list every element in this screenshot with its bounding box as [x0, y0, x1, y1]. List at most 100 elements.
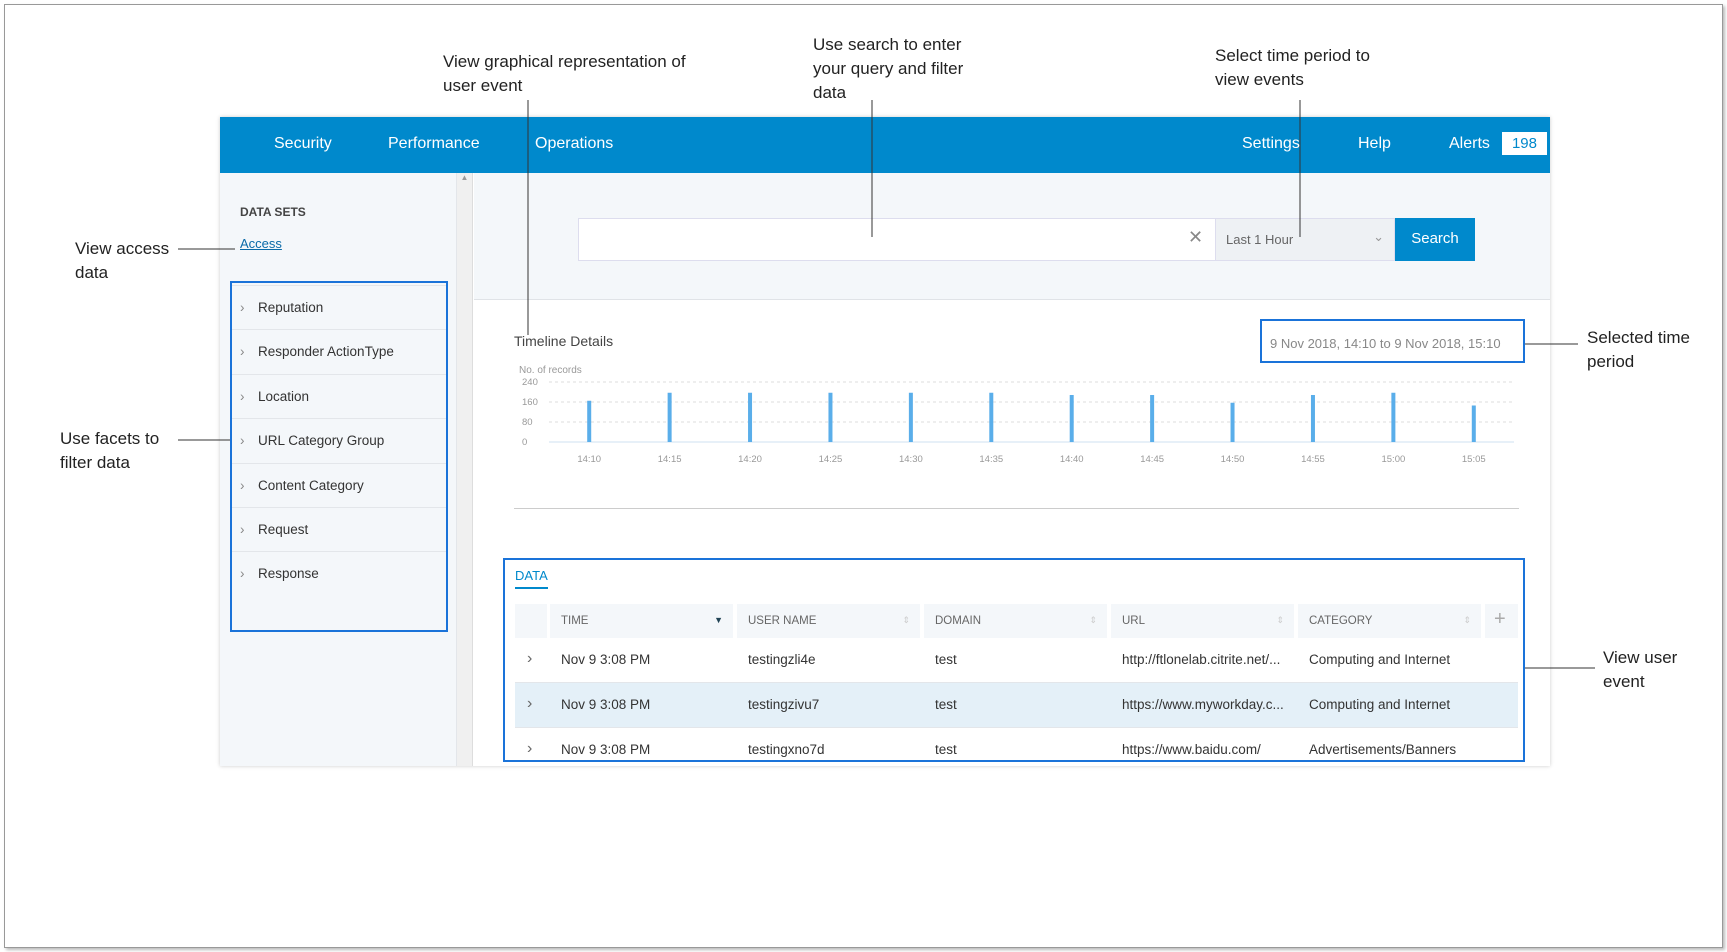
time-period-value: Last 1 Hour [1226, 232, 1294, 247]
column-header[interactable]: TIME ▼ [550, 604, 733, 638]
facet-label: Reputation [258, 300, 324, 315]
access-link[interactable]: Access [240, 236, 282, 251]
facet-label: Responder ActionType [258, 344, 394, 360]
y-tick-label: 0 [522, 437, 527, 448]
nav-security[interactable]: Security [274, 135, 332, 152]
app-window: Security Performance Operations Settings… [220, 117, 1550, 766]
x-tick-label: 14:10 [577, 454, 601, 465]
table-cell: test [935, 742, 957, 757]
annotation-facets: Use facets to filter data [60, 429, 160, 472]
sidebar: DATA SETS Access › Reputation › Responder A… [220, 173, 457, 766]
bar[interactable] [1069, 395, 1074, 442]
expand-col-header [515, 604, 547, 638]
y-axis-label: No. of records [519, 365, 582, 376]
sort-desc-icon[interactable]: ▼ [714, 615, 723, 625]
facet-label: Request [258, 522, 309, 537]
facet-label: Content Category [258, 477, 364, 493]
expand-row-icon[interactable]: › [527, 650, 533, 667]
chevron-right-icon: › [240, 344, 245, 360]
annotation-event: View user event [1603, 648, 1678, 691]
timeline-chart: No. of records 0 80 160 240 14:10 14:15 14:20 14… [519, 365, 1514, 465]
table-cell: Nov 9 3:08 PM [561, 697, 651, 712]
top-nav: Security Performance Operations Settings… [220, 117, 1550, 173]
column-header[interactable]: USER NAME ⇕ [737, 604, 920, 638]
facet-item[interactable]: › Content Category [230, 462, 447, 507]
x-tick-label: 14:40 [1060, 454, 1084, 465]
x-tick-label: 14:20 [738, 454, 762, 465]
bar[interactable] [1310, 395, 1315, 442]
sort-icon[interactable]: ⇕ [1089, 615, 1097, 625]
highlight-facets [230, 281, 448, 632]
facet-item[interactable]: › Response [230, 551, 447, 595]
search-button[interactable]: Search [1395, 218, 1475, 261]
bar[interactable] [587, 400, 592, 442]
scroll-up-icon[interactable]: ▲ [460, 173, 469, 182]
column-label: TIME [561, 615, 589, 627]
x-tick-label: 14:35 [979, 454, 1003, 465]
column-header[interactable]: URL ⇕ [1111, 604, 1294, 638]
tab-data[interactable]: DATA [515, 568, 548, 589]
chevron-right-icon: › [240, 477, 245, 493]
column-header[interactable]: CATEGORY ⇕ [1298, 604, 1481, 638]
expand-row-icon[interactable]: › [527, 740, 533, 757]
time-period-select[interactable]: Last 1 Hour ⌄ [1215, 218, 1395, 261]
bar[interactable] [989, 392, 994, 442]
selected-time-range: 9 Nov 2018, 14:10 to 9 Nov 2018, 15:10 [1270, 336, 1501, 351]
bar[interactable] [908, 392, 913, 442]
nav-help[interactable]: Help [1358, 135, 1391, 152]
column-label: URL [1122, 615, 1146, 627]
bar[interactable] [748, 392, 753, 442]
table-row[interactable]: › Nov 9 3:08 PM testingzli4e test http://ftl… [515, 638, 1518, 683]
data-table: TIME ▼ USER NAME ⇕ DOMAIN ⇕ URL ⇕ CATEGORY ⇕ + › Nov… [515, 604, 1518, 766]
bar[interactable] [828, 392, 833, 442]
sort-icon[interactable]: ⇕ [1463, 615, 1471, 625]
column-header[interactable]: DOMAIN ⇕ [924, 604, 1107, 638]
table-cell: test [935, 697, 957, 712]
facet-item[interactable]: › Location [230, 373, 447, 418]
alert-count-badge[interactable]: 198 [1501, 132, 1547, 155]
x-tick-label: 14:45 [1140, 454, 1164, 465]
search-band: ✕ Last 1 Hour ⌄ Search [474, 173, 1550, 300]
column-label: USER NAME [748, 615, 817, 627]
bar[interactable] [1230, 402, 1235, 442]
table-cell: Advertisements/Banners [1309, 742, 1457, 757]
facet-item[interactable]: › Request [230, 507, 447, 551]
nav-settings[interactable]: Settings [1242, 135, 1300, 152]
bar[interactable] [667, 392, 672, 442]
y-tick-label: 240 [522, 377, 538, 388]
nav-operations[interactable]: Operations [535, 135, 614, 152]
chevron-down-icon: ⌄ [1373, 229, 1384, 244]
annotation-time: Select time period to view events [1215, 46, 1370, 89]
sort-icon[interactable]: ⇕ [1276, 615, 1284, 625]
table-cell: https://www.baidu.com/ [1122, 742, 1261, 757]
facet-item[interactable]: › Responder ActionType [230, 329, 447, 373]
x-tick-label: 15:00 [1381, 454, 1405, 465]
bar[interactable] [1150, 395, 1155, 442]
x-tick-label: 14:50 [1221, 454, 1245, 465]
x-tick-label: 14:30 [899, 454, 923, 465]
facet-item[interactable]: › Reputation [230, 285, 447, 329]
facet-item[interactable]: › URL Category Group [230, 418, 447, 462]
nav-alerts[interactable]: Alerts [1449, 135, 1490, 152]
facet-label: Response [258, 566, 319, 582]
clear-icon[interactable]: ✕ [1188, 227, 1204, 247]
chevron-right-icon: › [240, 388, 245, 404]
chevron-right-icon: › [240, 522, 245, 537]
chevron-right-icon: › [240, 433, 245, 449]
nav-performance[interactable]: Performance [388, 135, 480, 152]
add-column-icon[interactable]: + [1485, 604, 1518, 638]
bar[interactable] [1391, 392, 1396, 442]
table-cell: testingzli4e [748, 652, 816, 667]
y-tick-label: 80 [522, 417, 533, 428]
highlight-range [1260, 319, 1525, 363]
sidebar-scrollbar[interactable]: ▲ [457, 173, 473, 766]
x-tick-label: 15:05 [1462, 454, 1486, 465]
column-label: CATEGORY [1309, 615, 1373, 627]
search-input[interactable] [578, 218, 1216, 261]
table-cell: test [935, 652, 957, 667]
expand-row-icon[interactable]: › [527, 695, 533, 712]
table-row[interactable]: › Nov 9 3:08 PM testingzivu7 test https://ww… [515, 683, 1518, 728]
bar[interactable] [1471, 405, 1476, 443]
sort-icon[interactable]: ⇕ [902, 615, 910, 625]
table-row[interactable]: › Nov 9 3:08 PM testingxno7d test https://ww… [515, 728, 1518, 766]
